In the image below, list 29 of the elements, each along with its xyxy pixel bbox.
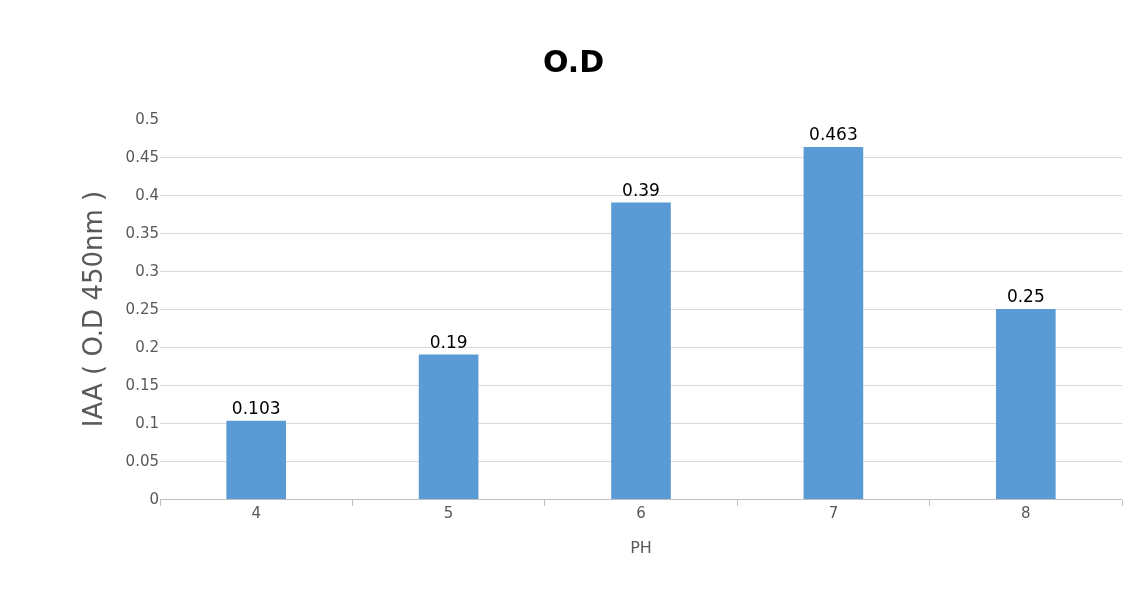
data-label: 0.25 (1006, 286, 1045, 306)
bar (611, 202, 671, 499)
bar (995, 309, 1056, 499)
bar (226, 420, 287, 499)
y-tick-label: 0.45 (125, 148, 159, 167)
y-tick-label: 0.15 (125, 376, 159, 395)
y-tick-label: 0.2 (135, 338, 159, 357)
y-axis-title: IAA ( O.D 450nm ) (77, 190, 108, 428)
y-tick-label: 0.25 (125, 300, 159, 319)
x-tick-label: 5 (443, 504, 454, 522)
y-tick-label: 0.3 (135, 262, 159, 281)
chart-title: O.D (542, 43, 605, 79)
bar (418, 354, 479, 499)
x-tick-label: 7 (828, 504, 839, 522)
data-label: 0.19 (429, 331, 468, 352)
x-axis-title: PH (630, 537, 652, 557)
x-tick-label: 8 (1021, 504, 1031, 522)
y-tick-label: 0.35 (125, 224, 159, 243)
x-tick-label: 4 (251, 504, 261, 522)
x-tick-label: 6 (636, 504, 646, 522)
bar (803, 147, 864, 499)
y-tick-label: 0 (149, 490, 159, 509)
data-label: 0.39 (622, 179, 660, 200)
y-tick-label: 0.1 (135, 414, 159, 433)
y-tick-label: 0.5 (135, 110, 159, 129)
data-label: 0.103 (231, 397, 281, 418)
y-tick-label: 0.05 (125, 452, 159, 471)
data-label: 0.463 (809, 124, 858, 145)
y-tick-label: 0.4 (135, 186, 159, 205)
